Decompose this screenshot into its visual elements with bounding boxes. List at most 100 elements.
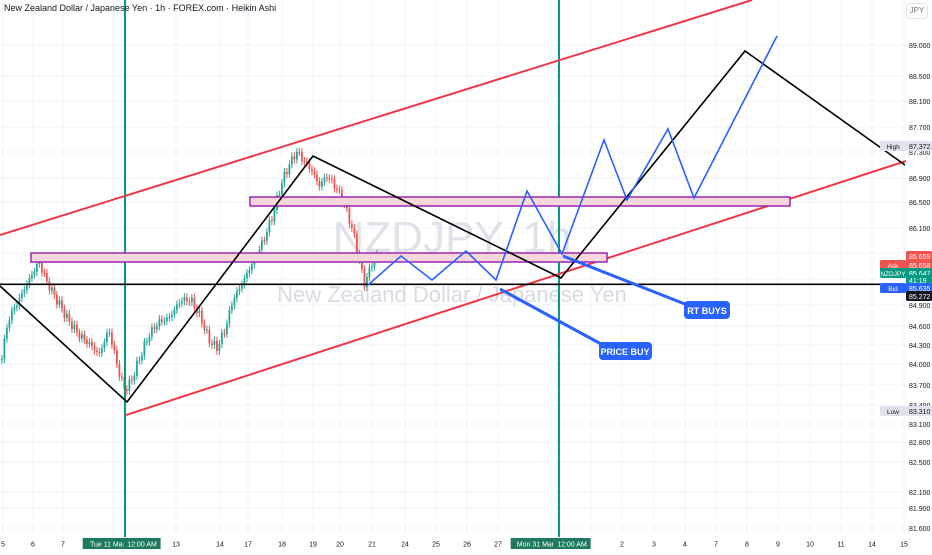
candle-body [136,360,138,376]
candle-body [371,266,373,269]
price-tick-label: 84.900 [909,303,931,310]
time-tick-label: 10 [806,542,814,549]
high-label: High [886,144,900,151]
candle-body [91,341,93,347]
time-tick-label: 25 [432,542,440,549]
symbol-label: NZDJPY [880,271,906,278]
candle-body [148,336,151,342]
candle-body [118,364,121,377]
candle-body [336,188,338,190]
high-value: 87.372 [909,144,931,151]
time-tick-label: Tue 11 Mar '25 [90,542,136,549]
price-tag-value-bg [906,251,932,261]
candle-body [266,232,268,241]
time-tick: 27 [494,542,502,549]
price-tag: Bid 85.635 [880,283,932,293]
candle-body [311,168,313,172]
candle-body [313,171,316,175]
candle-body [56,294,58,305]
candle-body [296,151,298,160]
candle-body [93,346,96,351]
candle-body [108,332,111,334]
candle-body [303,160,306,163]
candle-body [28,277,31,285]
supply-demand-zone [30,252,608,263]
candle-body [321,181,323,187]
callout-price-buy-label: PRICE BUY [600,347,649,357]
time-tick: Tue 11 Mar '25 [82,538,144,549]
candle-body [241,284,243,289]
time-tick: 14 [216,542,224,549]
candle-body [201,310,203,324]
time-tick: 9 [776,542,780,549]
time-tick-label: 12:00 AM [127,542,157,549]
candle-body [163,321,166,323]
key-level-value: 85.272 [909,294,931,301]
time-tick: 24 [401,542,409,549]
price-tick-label: 82.100 [909,490,931,497]
candle-body [131,379,133,381]
candle-body [41,262,43,273]
time-tick: 21 [368,542,376,549]
candle-body [218,343,221,351]
price-tag: 85.272 [906,291,932,301]
price-tick-label: 81.900 [909,506,931,513]
time-tick: 2 [620,542,624,549]
candle-body [176,304,178,310]
candles [1,147,378,395]
candle-body [308,162,311,169]
candle-body [83,334,86,340]
bid-value: 85.635 [909,286,931,293]
candle-body [208,329,211,344]
candle-body [36,263,38,272]
callout-price-buy: PRICE BUY [599,342,652,360]
channel-upper-line [0,0,753,236]
candle-body [71,321,73,329]
candle-body [6,327,8,339]
time-tick: 25 [432,542,440,549]
price-tick-label: 88.100 [909,99,931,106]
candle-body [158,319,161,327]
grid [0,0,905,537]
time-tick-label: 24 [401,542,409,549]
candle-body [81,334,83,339]
price-tick-label: 88.500 [909,74,931,81]
candle-body [316,174,318,182]
price-tick-label: 86.100 [909,226,931,233]
candle-body [18,297,21,306]
price-tag-label-bg [880,283,906,293]
time-tick-label: 7 [714,542,718,549]
candle-body [301,152,303,161]
time-tick-highlight [553,538,591,549]
candle-body [291,156,293,165]
price-tag: Low 83.310 [880,406,932,416]
candle-body [146,341,148,343]
candle-body [116,350,118,365]
time-tick-label: 15 [900,542,908,549]
candle-body [66,313,68,318]
candle-body [156,326,158,330]
price-labels: High 87.372 Low 83.310 85.659 Ask 85.658NZDJPY… [880,141,932,416]
currency-button[interactable]: JPY [906,3,928,19]
callout-arrow [562,254,691,308]
price-tick-label: 89.000 [909,43,931,50]
candle-body [213,340,216,345]
candle-body [1,358,3,361]
candle-body [61,300,63,309]
candle-body [353,228,356,235]
symbol-value: 85.647 [909,271,931,278]
time-tick: 5 [1,542,5,549]
time-tick-label: 6 [31,542,35,549]
candle-body [333,179,336,189]
candle-body [76,324,78,333]
candle-body [153,327,156,330]
candle-body [338,189,341,191]
price-tag-value-bg [906,141,932,151]
price-tag-value-bg [906,260,932,270]
time-tick-label: 26 [463,542,471,549]
callout-box [684,301,730,319]
candle-body [283,171,286,184]
